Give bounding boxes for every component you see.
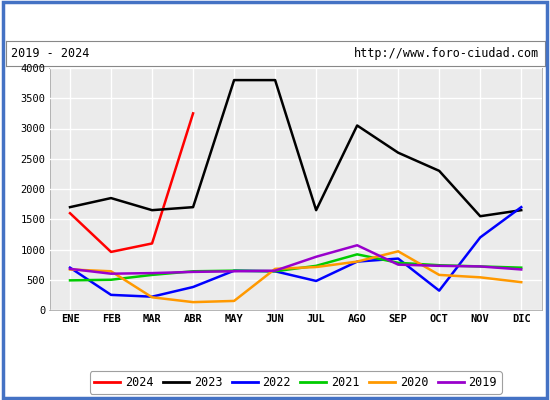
Legend: 2024, 2023, 2022, 2021, 2020, 2019: 2024, 2023, 2022, 2021, 2020, 2019 xyxy=(90,371,502,394)
Text: http://www.foro-ciudad.com: http://www.foro-ciudad.com xyxy=(354,47,539,60)
Text: 2019 - 2024: 2019 - 2024 xyxy=(11,47,89,60)
Text: Evolucion Nº Turistas Extranjeros en el municipio de Pont de Molins: Evolucion Nº Turistas Extranjeros en el … xyxy=(20,16,530,30)
